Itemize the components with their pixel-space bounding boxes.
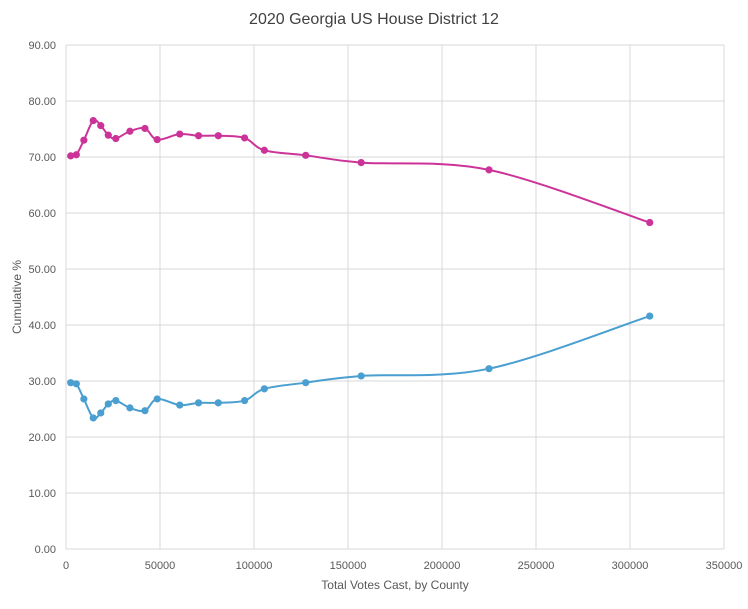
y-tick-label: 10.00	[28, 488, 56, 500]
y-axis-ticks: 0.00 10.00 20.00 30.00 40.00 50.00 60.00 70.00 8…	[28, 40, 56, 556]
series-2-point	[485, 365, 493, 373]
series-1-line	[70, 119, 651, 224]
series-2-point	[126, 404, 134, 412]
series-1-point	[176, 130, 184, 138]
series-2-point	[176, 401, 184, 409]
x-tick-label: 300000	[612, 560, 649, 572]
series-1-point	[194, 132, 203, 140]
x-axis-ticks: 0 50000 100000 150000 200000 250000 300000 3500…	[63, 560, 742, 572]
series-1-point	[214, 132, 222, 140]
series-1-point	[260, 146, 268, 154]
x-tick-label: 100000	[236, 560, 273, 572]
series-1-point	[485, 166, 493, 174]
series-2-point	[646, 312, 654, 320]
x-tick-label: 50000	[145, 560, 176, 572]
chart-title: 2020 Georgia US House District 12	[249, 11, 499, 28]
series-2-point	[72, 380, 80, 388]
series-1-point	[646, 218, 654, 227]
series-1-point	[241, 134, 249, 142]
x-tick-label: 350000	[706, 560, 743, 572]
series-group	[67, 117, 654, 422]
series-1-point	[126, 127, 134, 135]
series-2-line	[70, 315, 651, 420]
series-2-point	[89, 414, 97, 422]
x-tick-label: 200000	[424, 560, 461, 572]
y-tick-label: 80.00	[28, 96, 56, 108]
series-2	[67, 312, 654, 422]
x-tick-label: 250000	[518, 560, 555, 572]
series-1-point	[302, 151, 310, 159]
y-tick-label: 30.00	[28, 376, 56, 388]
series-1-point	[89, 117, 97, 125]
series-1-point	[141, 124, 149, 133]
series-1-point	[357, 159, 365, 167]
x-tick-label: 0	[63, 560, 69, 572]
y-axis-title: Cumulative %	[10, 260, 24, 334]
series-2-point	[194, 399, 203, 407]
series-1	[67, 117, 654, 227]
x-tick-label: 150000	[330, 560, 367, 572]
series-2-point	[241, 397, 249, 405]
series-2-point	[97, 409, 105, 417]
series-2-point	[80, 395, 88, 403]
series-1-point	[97, 122, 105, 130]
gridlines	[65, 44, 725, 550]
series-2-point	[302, 379, 310, 387]
series-1-point	[72, 151, 80, 159]
y-tick-label: 20.00	[28, 432, 56, 444]
series-1-point	[112, 134, 120, 143]
series-2-point	[214, 399, 222, 407]
series-2-point	[141, 407, 149, 415]
series-2-point	[357, 372, 365, 380]
series-2-point	[67, 379, 75, 387]
series-1-point	[80, 136, 88, 144]
series-1-point	[104, 131, 112, 139]
series-2-point	[260, 385, 268, 393]
y-tick-label: 0.00	[35, 544, 56, 556]
series-2-point	[153, 395, 161, 403]
y-tick-label: 40.00	[28, 320, 56, 332]
y-tick-label: 60.00	[28, 208, 56, 220]
y-tick-label: 50.00	[28, 264, 56, 276]
y-tick-label: 90.00	[28, 40, 56, 52]
series-2-point	[112, 397, 120, 405]
series-1-point	[153, 136, 161, 144]
series-2-point	[104, 400, 112, 408]
x-axis-title: Total Votes Cast, by County	[321, 578, 468, 592]
series-1-point	[67, 152, 75, 160]
y-tick-label: 70.00	[28, 152, 56, 164]
